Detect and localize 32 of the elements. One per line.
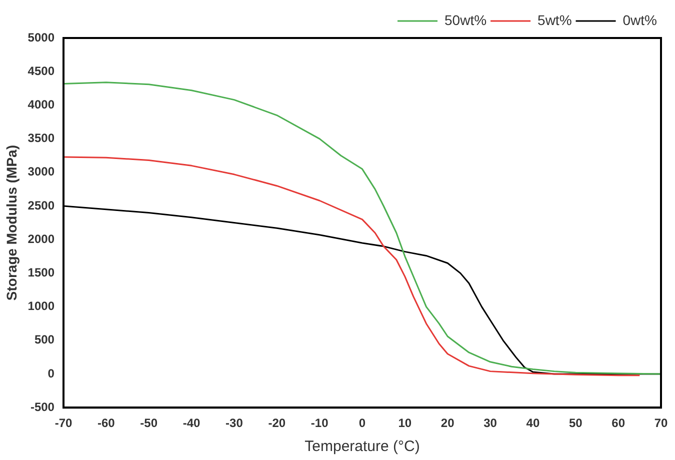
x-tick-label: -30 <box>226 416 244 430</box>
x-tick-label: -10 <box>310 416 329 430</box>
y-tick-label: 4000 <box>28 98 55 112</box>
y-tick-label: 4500 <box>28 64 55 78</box>
y-tick-label: 500 <box>34 332 55 347</box>
y-tick-label: 2000 <box>28 232 55 246</box>
x-tick-label: 70 <box>654 416 668 430</box>
x-tick-label: -20 <box>268 416 286 430</box>
y-tick-label: 0 <box>48 366 55 380</box>
x-tick-label: -40 <box>182 416 201 430</box>
x-axis-title: Temperature (°C) <box>304 438 420 456</box>
y-axis-title: Storage Modulus (MPa) <box>3 145 20 301</box>
y-tick-label: 1500 <box>28 266 55 280</box>
x-tick-label: -60 <box>98 416 116 430</box>
x-tick-label: -50 <box>140 416 158 430</box>
x-tick-label: 40 <box>526 416 540 430</box>
x-tick-label: 60 <box>612 416 626 430</box>
x-tick-label: 0 <box>358 416 366 430</box>
y-tick-label: -500 <box>30 400 55 414</box>
x-tick-label: 20 <box>440 416 455 430</box>
y-tick-label: 5000 <box>28 30 55 44</box>
y-tick-label: 3500 <box>28 131 55 146</box>
x-tick-label: -70 <box>54 416 72 430</box>
legend-label: 0wt% <box>622 12 657 28</box>
x-tick-label: 50 <box>568 416 583 430</box>
x-tick-label: 30 <box>484 416 498 430</box>
y-tick-label: 1000 <box>28 299 55 314</box>
legend-label: 50wt% <box>444 12 487 28</box>
legend-label: 5wt% <box>538 12 572 28</box>
y-tick-label: 2500 <box>28 198 55 212</box>
x-tick-label: 10 <box>398 416 412 430</box>
y-tick-label: 3000 <box>28 164 55 179</box>
